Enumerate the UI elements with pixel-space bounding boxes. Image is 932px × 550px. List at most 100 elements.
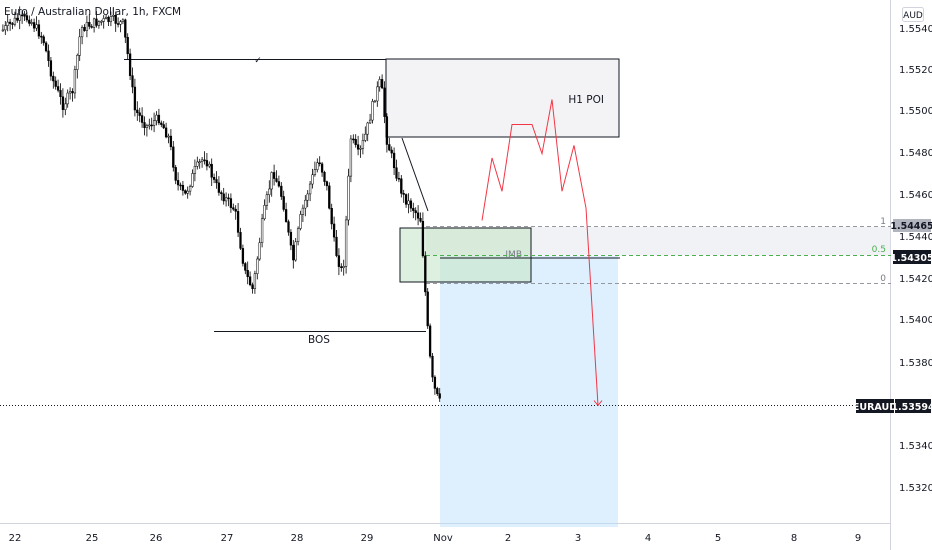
fib-05-tag xyxy=(893,250,931,264)
candle-body xyxy=(68,91,72,94)
currency-box[interactable] xyxy=(902,7,924,22)
price-tick-label: 1.54200 xyxy=(899,274,932,285)
fib-05-price: 1.54305 xyxy=(890,253,932,264)
candle-body xyxy=(71,91,74,94)
price-tick-label: 1.54000 xyxy=(899,315,932,326)
candle-body xyxy=(352,138,355,141)
candle-body xyxy=(424,255,427,293)
candle-body xyxy=(8,21,12,24)
candle-body xyxy=(85,22,89,31)
candle-body xyxy=(148,124,151,127)
trend-line[interactable] xyxy=(401,137,429,212)
price-tick-label: 1.53200 xyxy=(899,483,932,494)
candle-body xyxy=(244,263,247,271)
time-tick-label: 27 xyxy=(221,533,234,544)
candle-body xyxy=(390,149,393,154)
symbol-label: EURAUD xyxy=(853,402,897,413)
candle-body xyxy=(376,86,379,102)
candle-body xyxy=(239,232,242,249)
time-axis[interactable]: 22 25 26 27 28 29 Nov 2 3 4 5 8 9 xyxy=(9,533,862,544)
projection-arrowhead xyxy=(593,400,603,407)
target-zone[interactable] xyxy=(440,256,618,527)
candle-body xyxy=(23,15,26,17)
candle-body xyxy=(217,182,221,193)
candle-body xyxy=(210,163,213,178)
candle-body xyxy=(368,119,372,124)
candle-body xyxy=(395,167,398,179)
price-tick-label: 1.54600 xyxy=(899,190,932,201)
price-tick-label: 1.53400 xyxy=(899,441,932,452)
candle-body xyxy=(116,23,120,25)
candle-body xyxy=(232,207,235,210)
candle-body xyxy=(203,159,206,162)
candle-body xyxy=(150,124,153,127)
candle-body xyxy=(121,19,125,22)
projection-path[interactable] xyxy=(481,99,603,407)
candle-body xyxy=(128,53,132,76)
candle-body xyxy=(236,211,240,233)
candle-body xyxy=(419,218,422,222)
candle-body xyxy=(145,125,149,128)
candle-body xyxy=(160,122,163,125)
candle-body xyxy=(311,174,314,185)
candle-body xyxy=(66,92,69,105)
h1-poi-zone[interactable] xyxy=(385,58,620,138)
candle-body xyxy=(227,197,230,200)
candle-body xyxy=(296,228,300,243)
candle-body xyxy=(263,205,266,220)
candle-body xyxy=(436,388,439,394)
candle-body xyxy=(385,116,389,145)
candle-series[interactable] xyxy=(1,6,441,402)
check-mark: ✓ xyxy=(254,56,262,66)
candle-body xyxy=(364,133,367,141)
candle-body xyxy=(126,36,129,55)
candle-body xyxy=(35,24,38,29)
candle-body xyxy=(292,244,295,261)
candle-body xyxy=(155,114,158,121)
candle-body xyxy=(140,115,144,123)
candle-body xyxy=(402,193,405,195)
fib-level-0-label: 0 xyxy=(880,274,886,284)
candle-body xyxy=(241,248,245,264)
candle-body xyxy=(304,199,307,209)
candle-body xyxy=(61,96,65,110)
price-axis[interactable]: 1.55400 1.55200 1.55000 1.54800 1.54600 1.544… xyxy=(899,24,932,494)
candle-body xyxy=(224,197,228,202)
candle-body xyxy=(64,103,67,110)
candle-body xyxy=(433,376,437,389)
candle-body xyxy=(56,86,60,91)
price-tick-label: 1.54400 xyxy=(899,232,932,243)
candle-body xyxy=(388,144,391,151)
candle-body xyxy=(78,36,81,56)
candle-body xyxy=(104,16,108,19)
candle-body xyxy=(400,178,403,194)
candle-body xyxy=(181,185,185,191)
candle-body xyxy=(167,135,170,138)
candle-body xyxy=(416,212,420,219)
price-tick-label: 1.55200 xyxy=(899,65,932,76)
candle-body xyxy=(138,112,141,116)
candle-body xyxy=(280,185,283,197)
candle-body xyxy=(59,90,62,97)
candle-body xyxy=(323,172,326,182)
candle-body xyxy=(380,79,384,89)
candle-body xyxy=(289,231,293,246)
candle-body xyxy=(42,36,45,44)
candle-body xyxy=(114,14,117,24)
time-tick-label: 2 xyxy=(505,533,511,544)
fib-1-price: 1.54465 xyxy=(890,221,932,232)
candle-body xyxy=(260,218,264,243)
candle-body xyxy=(188,186,192,192)
candle-body xyxy=(354,139,357,145)
time-tick-label: 25 xyxy=(86,533,99,544)
candle-body xyxy=(90,26,93,28)
candle-body xyxy=(200,159,204,162)
candle-body xyxy=(73,69,77,94)
candle-body xyxy=(162,124,165,129)
candle-body xyxy=(318,162,321,165)
candle-body xyxy=(340,266,343,268)
candle-body xyxy=(404,194,408,205)
candle-body xyxy=(301,207,305,215)
candle-body xyxy=(248,276,252,286)
